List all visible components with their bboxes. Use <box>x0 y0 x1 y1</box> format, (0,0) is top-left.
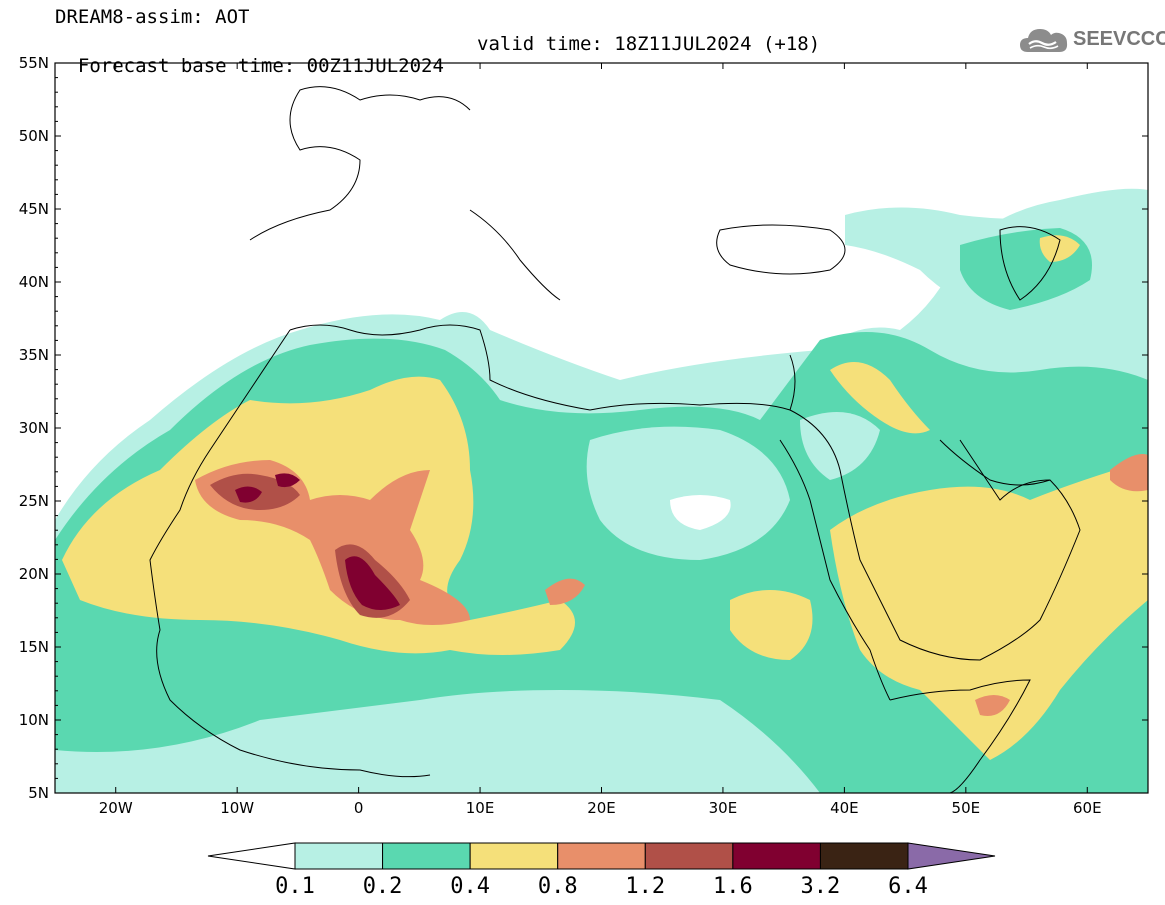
lon-tick-label: 30E <box>709 799 738 817</box>
lat-tick-label: 25N <box>19 492 49 510</box>
aot-field-contour-1.6-west <box>235 486 262 503</box>
colorbar-bin <box>732 842 821 870</box>
cloud-logo-icon <box>1020 29 1068 52</box>
coastline-horn-africa <box>889 679 1031 793</box>
map-title: DREAM8-assim: AOT <box>55 6 250 28</box>
lat-tick-label: 20N <box>19 565 49 583</box>
coastline-caspian <box>999 226 1061 301</box>
colorbar-bin <box>469 842 559 870</box>
colorbar-bin <box>557 842 646 870</box>
colorbar-bin <box>644 842 734 870</box>
lon-axis: 20W 10W 0 10E 20E 30E 40E 50E 60E <box>99 63 1102 817</box>
aot-field-contour-0.4-sahel <box>730 590 813 660</box>
colorbar-over-arrow <box>907 842 996 870</box>
colorbar-label: 0.4 <box>450 874 490 899</box>
coastline-europe-africa <box>289 324 796 411</box>
seevccc-logo: SEEVCCC <box>1018 22 1165 58</box>
coastline-persian-gulf <box>939 439 1051 486</box>
lon-tick-label: 50E <box>952 799 981 817</box>
aot-field-contour-0.8-oman <box>1110 454 1148 492</box>
aot-field <box>55 188 1148 793</box>
coastline-arabia <box>789 409 1081 661</box>
aot-field-clear-patch-3 <box>800 412 880 480</box>
colorbar-label: 0.1 <box>275 874 315 899</box>
aot-field-contour-0.8-somalia <box>975 695 1010 716</box>
lon-tick-label: 0 <box>354 799 364 817</box>
colorbar <box>207 842 996 870</box>
colorbar-label: 0.2 <box>363 874 403 899</box>
coastline-black-sea <box>716 224 846 275</box>
colorbar-label: 1.2 <box>625 874 665 899</box>
coastline-red-sea <box>779 439 891 701</box>
colorbar-label: 3.2 <box>801 874 841 899</box>
aot-field-clear-patch-1 <box>586 426 790 560</box>
colorbar-bin <box>382 842 471 870</box>
aot-field-clear-patch-2 <box>670 495 731 530</box>
forecast-time-line: Forecast base time: 00Z11JUL2024 valid t… <box>55 33 820 99</box>
lon-tick-label: 20E <box>587 799 616 817</box>
lon-tick-label: 60E <box>1073 799 1102 817</box>
lat-axis: 5N 10N 15N 20N 25N 30N 35N 40N 45N 50N 55N <box>19 54 1148 802</box>
lat-tick-label: 30N <box>19 419 49 437</box>
lat-tick-label: 55N <box>19 54 49 72</box>
coastline-europe-north <box>249 86 471 241</box>
colorbar-bin <box>819 842 909 870</box>
colorbar-label: 6.4 <box>888 874 928 899</box>
aot-field-contour-0.8-chad <box>545 578 585 605</box>
lon-tick-label: 10W <box>220 799 254 817</box>
aot-field-contour-0.4-arabia-north <box>830 362 930 434</box>
aot-field-contour-0.4-east <box>830 460 1148 760</box>
lat-tick-label: 35N <box>19 346 49 364</box>
lat-tick-label: 15N <box>19 638 49 656</box>
lat-tick-label: 10N <box>19 711 49 729</box>
valid-time: valid time: 18Z11JUL2024 (+18) <box>477 33 821 55</box>
lat-tick-label: 5N <box>28 784 49 802</box>
lat-tick-label: 50N <box>19 127 49 145</box>
colorbar-label: 1.6 <box>713 874 753 899</box>
colorbar-under-arrow <box>207 842 296 870</box>
lon-tick-label: 20W <box>99 799 133 817</box>
lon-tick-label: 40E <box>830 799 859 817</box>
colorbar-bin <box>294 842 384 870</box>
logo-text: SEEVCCC <box>1073 28 1165 50</box>
coastlines <box>149 86 1081 793</box>
aot-field-contour-1.6-mali <box>345 556 400 610</box>
colorbar-label: 0.8 <box>538 874 578 899</box>
lat-tick-label: 40N <box>19 273 49 291</box>
aot-field-contour-0.4-caspian <box>1039 235 1080 262</box>
forecast-base-time: Forecast base time: 00Z11JUL2024 <box>77 55 444 77</box>
lon-tick-label: 10E <box>466 799 495 817</box>
colorbar-labels: 0.1 0.2 0.4 0.8 1.2 1.6 3.2 6.4 <box>275 874 928 899</box>
coastline-africa-west <box>149 329 431 778</box>
aot-field-contour-1.6-north <box>275 473 300 488</box>
lat-tick-label: 45N <box>19 200 49 218</box>
coastline-italy <box>469 209 561 301</box>
